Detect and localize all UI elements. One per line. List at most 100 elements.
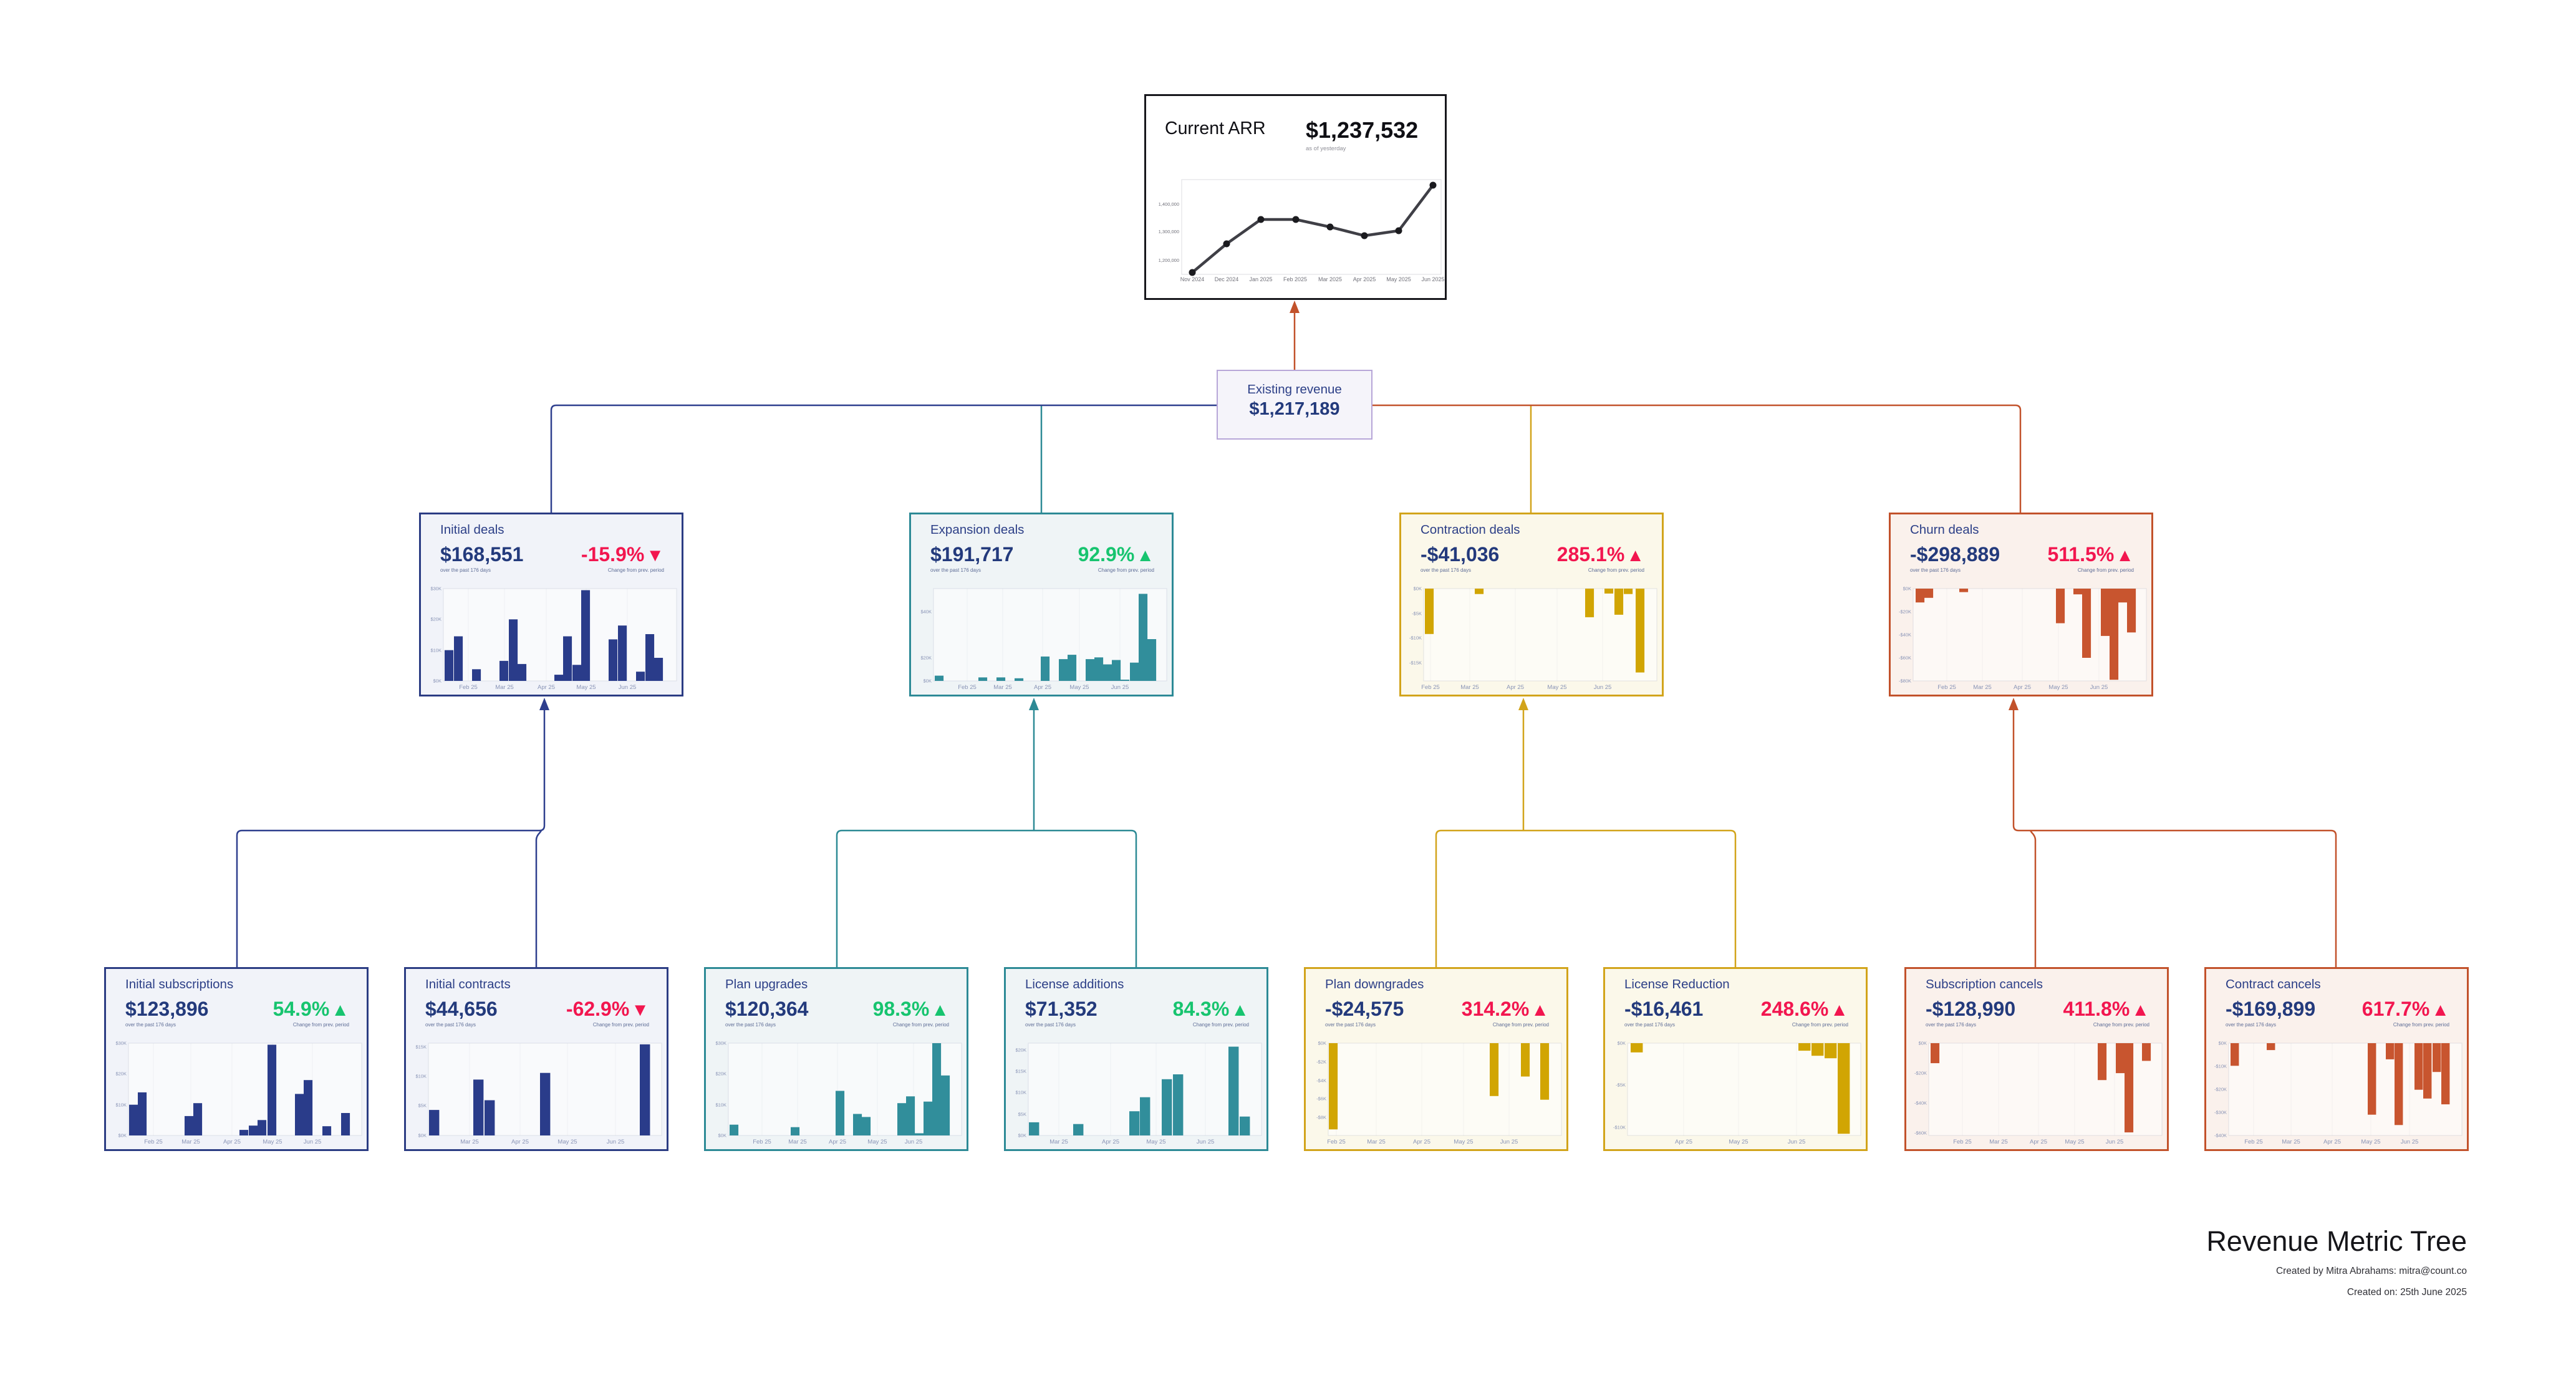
svg-text:Feb 25: Feb 25 <box>1327 1139 1346 1145</box>
svg-text:Feb 25: Feb 25 <box>753 1139 771 1145</box>
svg-text:May 25: May 25 <box>1069 684 1089 691</box>
svg-text:May 25: May 25 <box>1454 1139 1473 1145</box>
svg-text:1,400,000: 1,400,000 <box>1159 201 1179 207</box>
svg-text:May 2025: May 2025 <box>1386 276 1411 282</box>
svg-text:-$40K: -$40K <box>2214 1133 2227 1139</box>
svg-text:$15K: $15K <box>1015 1069 1026 1074</box>
svg-text:$0K: $0K <box>433 678 441 684</box>
svg-text:Feb 2025: Feb 2025 <box>1283 276 1307 282</box>
svg-text:$0K: $0K <box>118 1133 127 1139</box>
svg-text:$30K: $30K <box>715 1041 726 1046</box>
svg-text:Apr 25: Apr 25 <box>2030 1139 2047 1145</box>
svg-text:Mar 25: Mar 25 <box>460 1139 479 1145</box>
svg-text:Jun 25: Jun 25 <box>1594 684 1612 691</box>
svg-text:Dec 2024: Dec 2024 <box>1215 276 1239 282</box>
svg-text:Apr 25: Apr 25 <box>223 1139 241 1145</box>
svg-text:-$40K: -$40K <box>1899 632 1911 638</box>
svg-text:Apr 25: Apr 25 <box>511 1139 529 1145</box>
svg-text:Feb 25: Feb 25 <box>2244 1139 2263 1145</box>
svg-text:$0K: $0K <box>1018 1133 1026 1139</box>
svg-text:Mar 25: Mar 25 <box>1049 1139 1068 1145</box>
svg-text:Apr 25: Apr 25 <box>1675 1139 1692 1145</box>
svg-text:Apr 25: Apr 25 <box>1034 684 1051 691</box>
svg-text:Jun 25: Jun 25 <box>905 1139 923 1145</box>
svg-text:$20K: $20K <box>430 617 441 622</box>
svg-text:May 25: May 25 <box>1146 1139 1165 1145</box>
svg-text:May 25: May 25 <box>2361 1139 2380 1145</box>
svg-text:$40K: $40K <box>920 609 932 615</box>
svg-text:May 25: May 25 <box>2048 684 2068 691</box>
svg-text:-$4K: -$4K <box>1316 1078 1326 1084</box>
svg-text:-$10K: -$10K <box>2214 1064 2227 1069</box>
svg-text:-$6K: -$6K <box>1316 1096 1326 1102</box>
svg-text:$20K: $20K <box>115 1071 127 1077</box>
svg-text:$0K: $0K <box>718 1133 726 1139</box>
svg-text:Mar 25: Mar 25 <box>1989 1139 2008 1145</box>
svg-text:-$15K: -$15K <box>1409 660 1422 666</box>
svg-text:-$40K: -$40K <box>1914 1101 1927 1106</box>
svg-text:Apr 25: Apr 25 <box>1507 684 1524 691</box>
svg-text:$0K: $0K <box>924 678 932 684</box>
svg-text:-$20K: -$20K <box>2214 1087 2227 1092</box>
svg-text:$0K: $0K <box>1414 586 1422 592</box>
svg-text:Jun 25: Jun 25 <box>304 1139 322 1145</box>
svg-text:Feb 25: Feb 25 <box>1421 684 1440 691</box>
svg-text:$0K: $0K <box>1919 1041 1927 1046</box>
svg-text:Mar 25: Mar 25 <box>2282 1139 2300 1145</box>
svg-text:Apr 25: Apr 25 <box>2323 1139 2341 1145</box>
svg-text:$0K: $0K <box>418 1133 427 1139</box>
svg-text:-$8K: -$8K <box>1316 1115 1326 1120</box>
svg-text:Feb 25: Feb 25 <box>459 684 478 691</box>
svg-text:Feb 25: Feb 25 <box>144 1139 163 1145</box>
svg-text:Mar 2025: Mar 2025 <box>1318 276 1342 282</box>
svg-text:Jun 25: Jun 25 <box>2090 684 2108 691</box>
svg-text:Jan 2025: Jan 2025 <box>1249 276 1272 282</box>
svg-text:Jun 25: Jun 25 <box>2401 1139 2419 1145</box>
svg-text:$0K: $0K <box>2219 1041 2227 1046</box>
svg-text:-$80K: -$80K <box>1899 678 1911 684</box>
svg-text:Jun 25: Jun 25 <box>607 1139 625 1145</box>
svg-text:Feb 25: Feb 25 <box>958 684 977 691</box>
svg-text:Jun 25: Jun 25 <box>1788 1139 1806 1145</box>
svg-text:May 25: May 25 <box>867 1139 887 1145</box>
svg-text:Mar 25: Mar 25 <box>1973 684 1992 691</box>
svg-text:$0K: $0K <box>1618 1041 1626 1046</box>
svg-text:Mar 25: Mar 25 <box>1460 684 1479 691</box>
svg-text:Apr 25: Apr 25 <box>2014 684 2031 691</box>
svg-text:$10K: $10K <box>415 1074 427 1079</box>
svg-text:-$5K: -$5K <box>1616 1082 1626 1088</box>
svg-text:$5K: $5K <box>418 1103 427 1109</box>
svg-text:Mar 25: Mar 25 <box>993 684 1012 691</box>
svg-text:Jun 25: Jun 25 <box>1197 1139 1215 1145</box>
svg-text:Feb 25: Feb 25 <box>1953 1139 1972 1145</box>
svg-text:Mar 25: Mar 25 <box>1367 1139 1386 1145</box>
svg-text:May 25: May 25 <box>1729 1139 1748 1145</box>
svg-text:-$5K: -$5K <box>1412 611 1422 617</box>
svg-text:Mar 25: Mar 25 <box>181 1139 200 1145</box>
svg-text:May 25: May 25 <box>2065 1139 2084 1145</box>
svg-text:Jun 25: Jun 25 <box>1111 684 1129 691</box>
svg-text:May 25: May 25 <box>557 1139 577 1145</box>
svg-text:$10K: $10K <box>715 1102 726 1108</box>
svg-text:May 25: May 25 <box>576 684 596 691</box>
svg-text:May 25: May 25 <box>1547 684 1566 691</box>
svg-text:Apr 25: Apr 25 <box>538 684 555 691</box>
svg-text:Feb 25: Feb 25 <box>1937 684 1956 691</box>
svg-text:May 25: May 25 <box>263 1139 282 1145</box>
svg-text:$15K: $15K <box>415 1044 427 1050</box>
svg-text:Jun 25: Jun 25 <box>619 684 637 691</box>
svg-text:-$20K: -$20K <box>1914 1071 1927 1076</box>
svg-text:$10K: $10K <box>430 648 441 653</box>
svg-text:$10K: $10K <box>1015 1090 1026 1096</box>
svg-text:$20K: $20K <box>715 1071 726 1077</box>
svg-text:Jun 2025: Jun 2025 <box>1421 276 1444 282</box>
svg-text:Mar 25: Mar 25 <box>495 684 514 691</box>
svg-text:Jun 25: Jun 25 <box>1500 1139 1518 1145</box>
svg-text:-$60K: -$60K <box>1914 1130 1927 1136</box>
svg-text:$5K: $5K <box>1018 1112 1026 1117</box>
svg-text:$20K: $20K <box>1015 1048 1026 1053</box>
svg-text:$30K: $30K <box>115 1041 127 1046</box>
svg-text:$10K: $10K <box>115 1102 127 1108</box>
svg-text:Nov 2024: Nov 2024 <box>1180 276 1205 282</box>
svg-text:-$30K: -$30K <box>2214 1110 2227 1115</box>
